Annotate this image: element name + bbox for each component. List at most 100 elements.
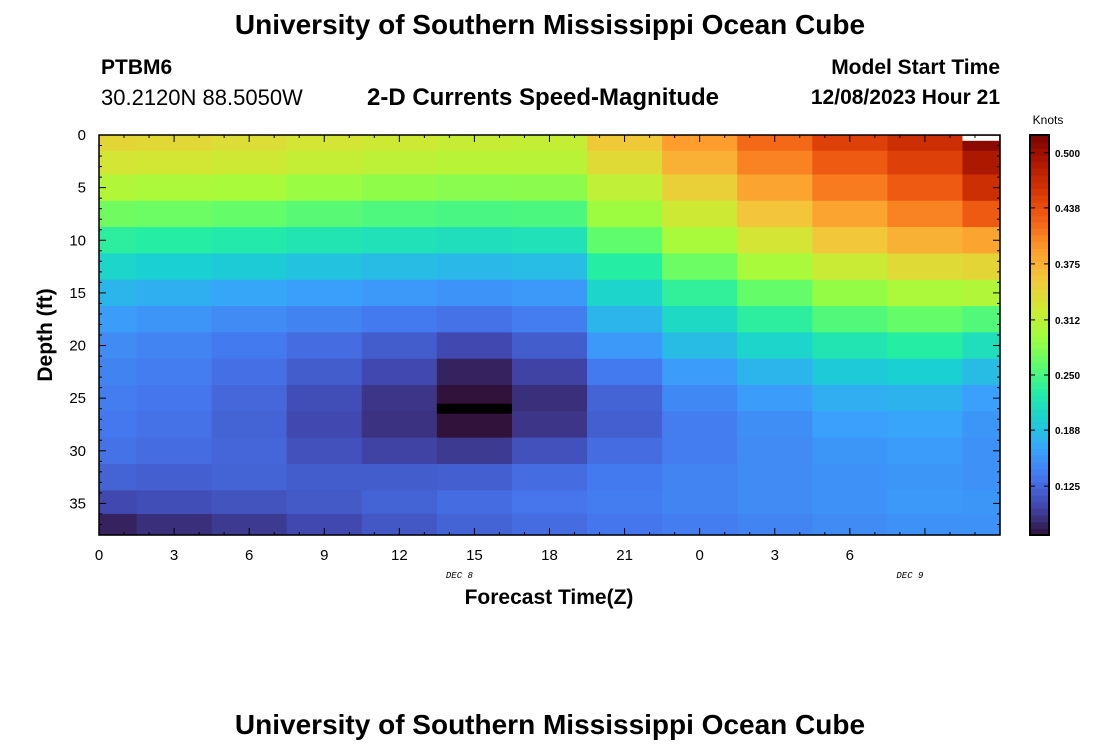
heatmap-cell [587,437,663,465]
heatmap-cell [511,463,588,491]
heatmap-cell [962,358,1001,386]
heatmap-cell [887,513,964,536]
heatmap-cell [587,332,663,360]
heatmap-cell [887,279,964,307]
heatmap-cell [99,253,138,281]
heatmap-cell [99,200,138,228]
station-coordinates: 30.2120N 88.5050W [101,85,303,110]
colorbar-segment [1030,281,1049,289]
heatmap-cell [587,513,663,536]
heatmap-cell [511,437,588,465]
heatmap-cell [962,253,1001,281]
colorbar-segment [1030,401,1049,409]
x-tick-label: 6 [245,547,253,564]
axis-ticks [98,134,1001,536]
colorbar-segment [1030,241,1049,249]
heatmap-cell [136,306,213,333]
heatmap-cell [587,306,663,333]
heatmap-cell [587,135,663,152]
heatmap-cell [511,200,588,228]
heatmap-cell [587,227,663,255]
colorbar-segment [1030,481,1049,489]
heatmap-cell [812,279,888,307]
heatmap-cell [211,332,288,360]
heatmap-cell [887,174,964,202]
heatmap-cell [887,150,964,176]
colorbar-segment [1030,321,1049,329]
heatmap-cell [361,200,438,228]
heatmap-cell [662,358,738,386]
heatmap-cell [662,174,738,202]
heatmap-cell [812,411,888,439]
heatmap-cell [286,200,363,228]
colorbar-tick-label: 0.438 [1055,204,1080,215]
model-start-value: 12/08/2023 Hour 21 [810,86,1000,109]
heatmap-cell [436,135,513,152]
colorbar-segment [1030,388,1049,396]
heatmap-cell [737,411,813,439]
heatmap-cell [286,227,363,255]
heatmap-cell [662,200,738,228]
heatmap-cell [887,253,964,281]
colorbar-segment [1030,208,1049,216]
colorbar-segment [1030,428,1049,436]
colorbar-segment [1030,521,1049,529]
heatmap-cell [962,200,1001,228]
axis-labels: 0 3 6 9 12 15 18 21 0 3 6 0 5 10 15 20 25 30 35 DEC 8 DEC 9 [69,127,924,581]
y-tick-label: 5 [78,180,86,197]
heatmap-cell [511,490,588,515]
heatmap-cell [436,279,513,307]
heatmap-cell [662,227,738,255]
heatmap-cell [436,463,513,491]
heatmap-cell [286,385,363,412]
x-axis-title: Forecast Time(Z) [465,586,634,609]
heatmap-cell [286,150,363,176]
heatmap-cell [737,332,813,360]
colorbar-segment [1030,355,1049,363]
heatmap-cell [812,253,888,281]
heatmap-cell [436,358,513,386]
x-tick-label: 0 [95,547,103,564]
footer-title: University of Southern Mississippi Ocean… [234,709,866,740]
colorbar-segment [1030,195,1049,203]
heatmap-cell [511,150,588,176]
heatmap-cell [812,358,888,386]
heatmap-cell [662,279,738,307]
heatmap-cell [211,358,288,386]
colorbar-segment [1030,528,1049,536]
heatmap-cell [136,253,213,281]
heatmap-cell [211,513,288,536]
heatmap-cell [737,174,813,202]
heatmap-cell [361,253,438,281]
heatmap-cell [737,135,813,152]
heatmap-cell [737,513,813,536]
heatmap-cell [436,150,513,176]
heatmap-cell [662,306,738,333]
colorbar: 0.125 0.188 0.250 0.312 0.375 0.438 0.500 [1029,134,1080,536]
heatmap-cell [812,174,888,202]
colorbar-segment [1030,328,1049,336]
heatmap-cell [737,490,813,515]
colorbar-tick-label: 0.188 [1055,426,1080,437]
x-tick-label: 3 [170,547,178,564]
colorbar-segment [1030,161,1049,169]
heatmap-cell [887,463,964,491]
heatmap-cell [887,332,964,360]
heatmap-cell [962,150,1001,176]
heatmap-cell [436,227,513,255]
colorbar-segment [1030,261,1049,269]
date-label: DEC 9 [896,571,924,581]
colorbar-segment [1030,508,1049,516]
no-data-cell [962,135,1000,141]
colorbar-segment [1030,148,1049,156]
heatmap-cell [136,135,213,152]
heatmap-cell [737,437,813,465]
x-tick-label: 21 [616,547,633,564]
y-axis-title: Depth (ft) [34,288,57,381]
colorbar-segment [1030,301,1049,309]
heatmap-cell [436,490,513,515]
heatmap-cell [812,385,888,412]
heatmap-cell [511,174,588,202]
heatmap-cell [812,513,888,536]
heatmap-cell [99,513,138,536]
